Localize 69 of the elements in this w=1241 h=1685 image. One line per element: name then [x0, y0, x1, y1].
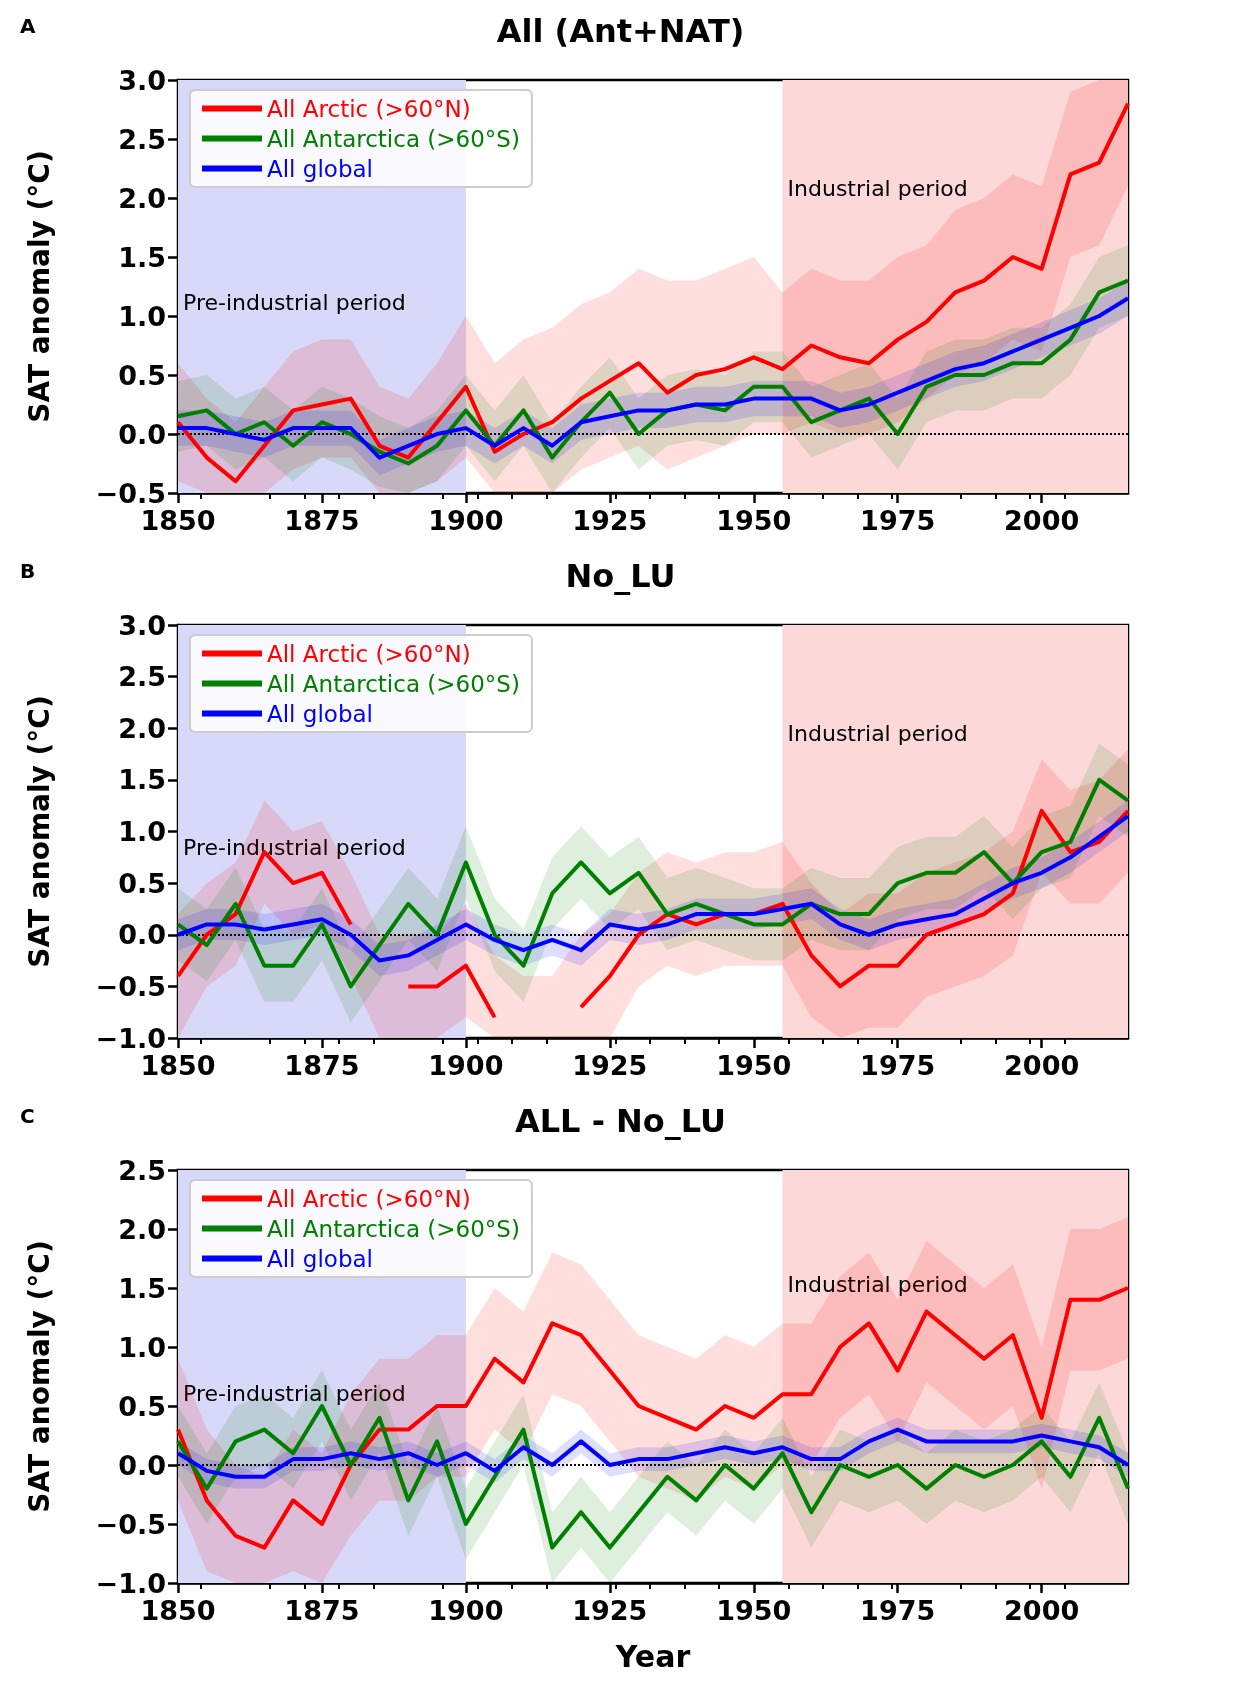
x-tick-label: 1975	[860, 1595, 936, 1626]
band-label: Industrial period	[787, 721, 968, 747]
x-tick-label: 1875	[284, 1050, 360, 1081]
y-tick-label: 0.0	[118, 418, 166, 450]
x-tick-label: 1975	[860, 1050, 936, 1081]
y-tick-label: 0.0	[118, 1449, 166, 1481]
y-axis-title: SAT anomaly (°C)	[22, 150, 56, 423]
x-tick-label: 1900	[428, 505, 504, 536]
x-tick-label: 1925	[572, 1050, 648, 1081]
y-tick-label: 3.0	[118, 609, 166, 641]
y-tick-label: 2.0	[118, 182, 166, 214]
y-tick-label: 0.5	[118, 1390, 166, 1422]
y-tick-label: 2.0	[118, 1213, 166, 1245]
y-tick-label: −0.5	[95, 970, 166, 1002]
line-series	[176, 1427, 1130, 1479]
band-label: Industrial period	[787, 176, 968, 202]
chart-title: No_LU	[565, 557, 676, 595]
x-tick-label: 1925	[572, 505, 648, 536]
band-label: Pre-industrial period	[183, 835, 406, 861]
legend-label: All global	[267, 155, 373, 182]
x-tick-label: 2000	[1004, 1595, 1080, 1626]
y-axis-title: SAT anomaly (°C)	[22, 695, 56, 968]
band-label: Pre-industrial period	[183, 1381, 406, 1407]
x-tick-label: 1925	[572, 1595, 648, 1626]
y-tick-label: 0.5	[118, 867, 166, 899]
y-tick-label: 3.0	[118, 64, 166, 96]
x-tick-label: 1950	[716, 1050, 792, 1081]
y-tick-label: 2.5	[118, 123, 166, 155]
y-tick-label: 2.0	[118, 712, 166, 744]
x-tick-label: 2000	[1004, 1050, 1080, 1081]
x-tick-label: 1900	[428, 1595, 504, 1626]
text: A	[20, 14, 36, 38]
legend-label: All Arctic (>60°N)	[267, 640, 471, 667]
y-tick-label: 0.0	[118, 919, 166, 951]
legend-label: All Arctic (>60°N)	[267, 95, 471, 122]
x-tick-label: 1950	[716, 1595, 792, 1626]
y-tick-label: 1.0	[118, 816, 166, 847]
x-tick-label: 1950	[716, 505, 792, 536]
x-tick-label: 1875	[284, 1595, 360, 1626]
y-tick-label: 2.5	[118, 661, 166, 693]
x-axis-title: Year	[614, 1638, 691, 1674]
text: B	[20, 559, 36, 583]
line-series	[176, 777, 1130, 989]
y-tick-label: 1.5	[118, 1272, 166, 1304]
legend-label: All global	[267, 700, 373, 727]
legend-label: All Antarctica (>60°S)	[267, 125, 520, 152]
band-label: Industrial period	[787, 1272, 968, 1298]
x-tick-label: 1975	[860, 505, 936, 536]
chart-title: ALL - No_LU	[514, 1102, 727, 1140]
y-tick-label: 1.5	[118, 764, 166, 796]
legend-label: All global	[267, 1245, 373, 1272]
legend-label: All Antarctica (>60°S)	[267, 1215, 520, 1242]
y-axis-title: SAT anomaly (°C)	[22, 1240, 56, 1513]
band-label: Pre-industrial period	[183, 290, 406, 316]
x-tick-label: 2000	[1004, 505, 1080, 536]
y-tick-label: −0.5	[95, 1508, 166, 1540]
text: C	[20, 1104, 35, 1128]
y-tick-label: 2.5	[118, 1154, 166, 1186]
x-tick-label: 1900	[428, 1050, 504, 1081]
legend-label: All Arctic (>60°N)	[267, 1185, 471, 1212]
y-tick-label: 1.0	[118, 300, 166, 332]
line-series	[176, 1404, 1130, 1550]
chart-title: All (Ant+NAT)	[496, 12, 745, 50]
x-tick-label: 1875	[284, 505, 360, 536]
legend-label: All Antarctica (>60°S)	[267, 670, 520, 697]
y-tick-label: 1.5	[118, 241, 166, 273]
y-tick-label: 1.0	[118, 1331, 166, 1363]
y-tick-label: 0.5	[118, 359, 166, 391]
line-series	[176, 814, 1130, 963]
